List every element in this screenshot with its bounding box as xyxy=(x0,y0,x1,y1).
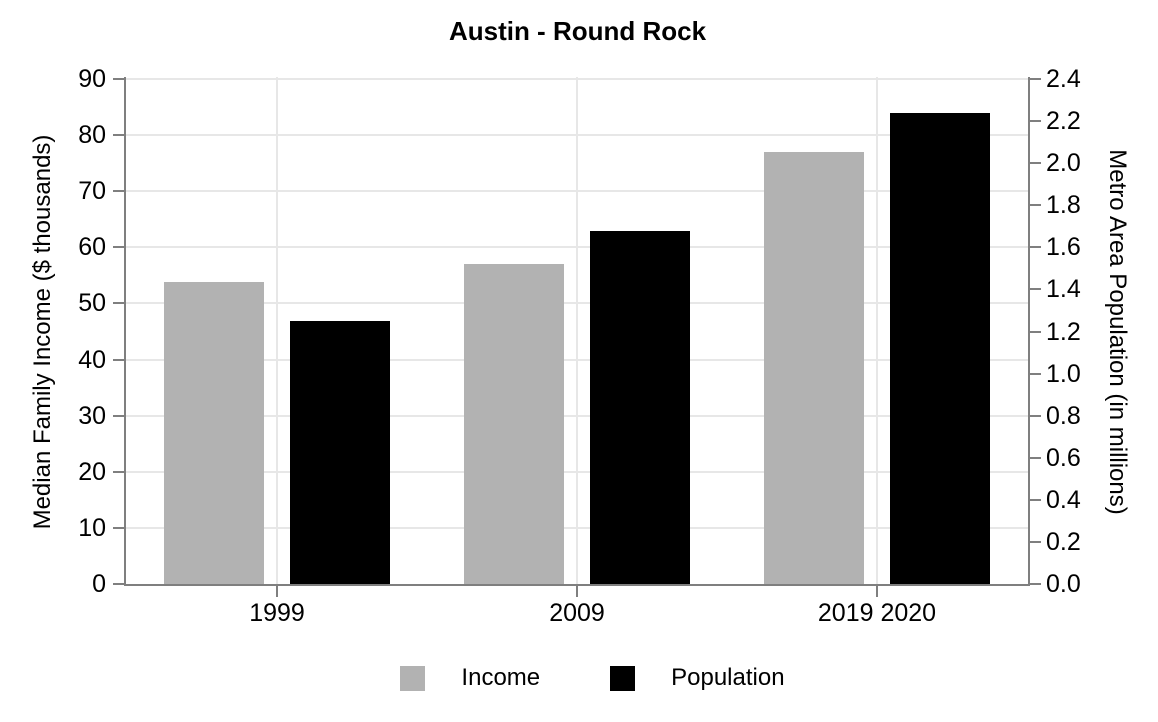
y-axis-tick-label: 20 xyxy=(78,457,106,486)
y-axis-line xyxy=(124,77,126,586)
right-axis-tick-label: 1.4 xyxy=(1046,275,1081,304)
bar-population-1999 xyxy=(290,320,390,584)
right-axis-tick-label: 0.4 xyxy=(1046,485,1081,514)
x-axis-tick-label: 2019 2020 xyxy=(817,599,937,627)
x-axis-line xyxy=(124,584,1030,586)
right-axis-line xyxy=(1028,77,1030,586)
y-axis-tick-label: 70 xyxy=(78,177,106,206)
right-axis-tick xyxy=(1030,456,1041,459)
x-axis-tick xyxy=(876,586,878,597)
x-axis-tick xyxy=(576,586,578,597)
y-axis-tick-label: 40 xyxy=(78,345,106,374)
right-axis-tick xyxy=(1030,78,1041,80)
y-axis-tick xyxy=(113,246,124,249)
right-axis-tick-label: 2.2 xyxy=(1046,107,1081,136)
right-axis-tick-label: 1.0 xyxy=(1046,359,1081,388)
y-axis-tick-label: 60 xyxy=(78,233,106,262)
y-axis-tick-label: 0 xyxy=(92,570,106,598)
right-axis-tick xyxy=(1030,414,1041,417)
legend-item-income: Income xyxy=(400,664,540,692)
y-axis-tick xyxy=(113,583,124,585)
right-axis-tick xyxy=(1030,246,1041,249)
right-axis-tick-label: 2.4 xyxy=(1046,65,1081,93)
legend-label: Income xyxy=(461,664,541,691)
right-axis-tick-label: 1.2 xyxy=(1046,317,1081,346)
right-axis-tick xyxy=(1030,288,1041,291)
bar-income-1999 xyxy=(164,282,264,584)
right-axis-tick-label: 2.0 xyxy=(1046,149,1081,178)
bar-population-2009 xyxy=(590,230,690,584)
right-axis-tick xyxy=(1030,372,1041,375)
y-axis-tick xyxy=(113,358,124,361)
right-axis-tick xyxy=(1030,583,1041,585)
x-axis-tick xyxy=(276,586,278,597)
x-axis-tick-label: 2009 xyxy=(549,599,605,627)
legend: Income Population xyxy=(0,655,1158,701)
right-axis-tick-label: 0.2 xyxy=(1046,527,1081,556)
y-axis-tick xyxy=(113,190,124,193)
chart-title: Austin - Round Rock xyxy=(448,16,707,46)
legend-swatch-population xyxy=(610,665,636,691)
bar-income-2019-2020 xyxy=(764,151,864,584)
y-axis-tick-label: 50 xyxy=(78,289,106,318)
y-axis-tick xyxy=(113,302,124,305)
right-axis-tick xyxy=(1030,498,1041,501)
right-axis-tick-label: 0.8 xyxy=(1046,401,1081,430)
y-axis-tick xyxy=(113,526,124,529)
right-axis-tick-label: 0.0 xyxy=(1046,570,1081,598)
right-axis-tick-label: 1.8 xyxy=(1046,191,1081,220)
x-gridline xyxy=(276,77,278,584)
y-axis-tick xyxy=(113,470,124,473)
x-axis-tick-label: 1999 xyxy=(249,599,305,627)
right-axis-tick xyxy=(1030,120,1041,123)
right-axis-tick-label: 1.6 xyxy=(1046,233,1081,262)
x-gridline xyxy=(876,77,878,584)
y-axis-tick-label: 30 xyxy=(78,401,106,430)
y-axis-tick-label: 90 xyxy=(78,65,106,93)
y-axis-tick xyxy=(113,414,124,417)
y-axis-tick xyxy=(113,134,124,137)
y-axis-tick-label: 80 xyxy=(78,121,106,150)
right-axis-tick xyxy=(1030,540,1041,543)
right-axis-tick xyxy=(1030,330,1041,333)
legend-swatch-income xyxy=(400,665,426,691)
y-axis-tick xyxy=(113,78,124,80)
right-axis-tick xyxy=(1030,162,1041,165)
x-gridline xyxy=(576,77,578,584)
legend-item-population: Population xyxy=(610,664,785,692)
y-axis-tick-label: 10 xyxy=(78,513,106,542)
bar-income-2009 xyxy=(464,264,564,584)
right-axis-tick-label: 0.6 xyxy=(1046,443,1081,472)
right-axis-tick xyxy=(1030,204,1041,207)
legend-label: Population xyxy=(671,664,785,691)
bar-population-2019-2020 xyxy=(890,112,990,584)
